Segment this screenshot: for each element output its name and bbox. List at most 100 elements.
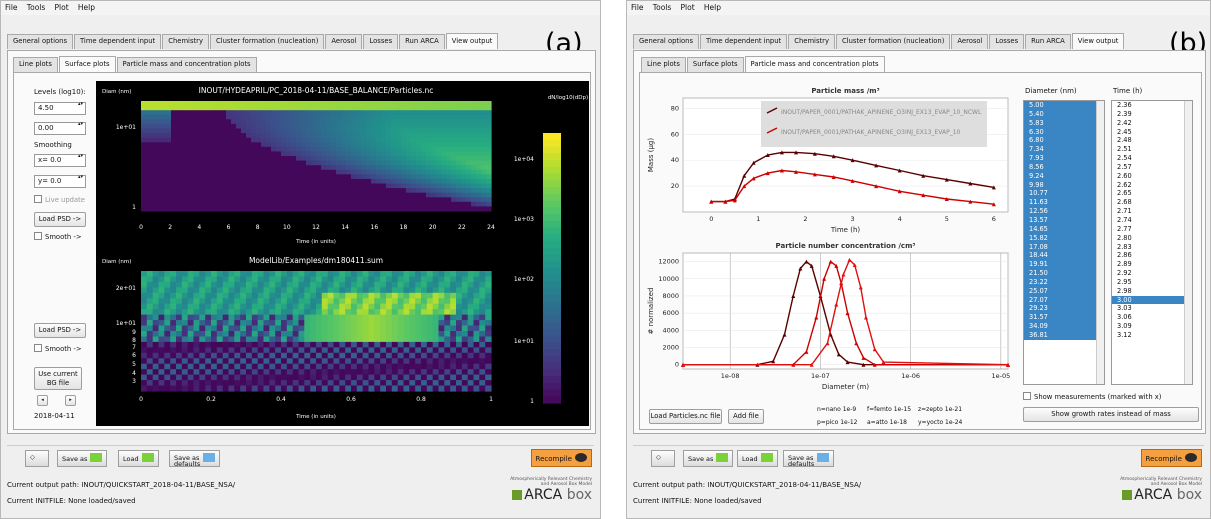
save-defaults-button[interactable]: Save as defaults [783, 450, 834, 467]
time-list-item[interactable]: 2.77 [1117, 224, 1132, 233]
time-list-item[interactable]: 2.74 [1117, 215, 1132, 224]
time-list[interactable]: 2.36 2.39 2.42 2.45 2.48 2.51 2.54 2.57 2.60 2.62… [1111, 100, 1193, 385]
tab-general-options[interactable]: General options [7, 34, 73, 49]
time-list-item[interactable]: 2.42 [1117, 118, 1132, 127]
prev-date-button[interactable]: ◂ [37, 395, 48, 406]
time-list-item[interactable]: 2.48 [1117, 136, 1132, 145]
time-list-item[interactable]: 3.00 [1112, 295, 1192, 305]
diameter-list-item[interactable]: 27.07 [1024, 295, 1104, 305]
subtab-particle-mass[interactable]: Particle mass and concentration plots [116, 57, 257, 72]
live-update-checkbox[interactable]: Live update [34, 195, 85, 204]
diameter-list-item[interactable]: 11.63 [1024, 198, 1104, 208]
diameter-list-item[interactable]: 34.09 [1024, 322, 1104, 331]
diameter-list-item[interactable]: 25.07 [1024, 286, 1104, 296]
tab-run-arca[interactable]: Run ARCA [1025, 34, 1071, 49]
tab-cluster-formation[interactable]: Cluster formation (nucleation) [209, 34, 325, 49]
time-list-item[interactable]: 2.92 [1117, 269, 1132, 278]
time-list-item[interactable]: 2.60 [1117, 171, 1132, 180]
smooth-x-spinbox[interactable]: x= 0.0 [34, 153, 86, 167]
time-list-item[interactable]: 2.54 [1117, 154, 1132, 163]
tab-general-options[interactable]: General options [633, 34, 699, 49]
diameter-list-item[interactable]: 21.50 [1024, 269, 1104, 278]
time-list-item[interactable]: 2.45 [1117, 127, 1132, 136]
tab-chemistry[interactable]: Chemistry [788, 34, 835, 49]
diameter-list-item[interactable]: 12.56 [1024, 207, 1104, 216]
menu-help[interactable]: Help [703, 3, 721, 12]
tab-view-output[interactable]: View output [445, 33, 499, 49]
smooth-checkbox-1[interactable]: Smooth -> [34, 232, 82, 241]
time-list-item[interactable]: 2.57 [1117, 162, 1132, 171]
tab-time-dependent-input[interactable]: Time dependent input [699, 34, 788, 49]
recompile-button[interactable]: Recompile [530, 449, 592, 467]
tab-run-arca[interactable]: Run ARCA [399, 34, 445, 49]
menu-file[interactable]: File [5, 3, 18, 12]
level-min-spinbox[interactable]: 0.00 [34, 121, 86, 135]
time-list-item[interactable]: 2.83 [1117, 242, 1132, 251]
diameter-list-item[interactable]: 6.30 [1024, 127, 1104, 137]
tab-aerosol[interactable]: Aerosol [325, 34, 363, 49]
subtab-surface-plots[interactable]: Surface plots [58, 56, 116, 72]
diameter-list-item[interactable]: 10.77 [1024, 189, 1104, 199]
load-psd-button-1[interactable]: Load PSD -> [34, 212, 86, 227]
diameter-list-item[interactable]: 36.81 [1024, 330, 1104, 340]
save-as-button[interactable]: Save as [683, 450, 734, 467]
diameter-list[interactable]: 5.00 5.40 5.83 6.30 6.80 7.34 7.93 8.56 9.24 9.98… [1023, 100, 1105, 385]
diameter-list-item[interactable]: 9.24 [1024, 171, 1104, 181]
next-date-button[interactable]: ▸ [65, 395, 76, 406]
time-list-item[interactable]: 2.80 [1117, 233, 1132, 242]
diameter-list-item[interactable]: 8.56 [1024, 162, 1104, 172]
tab-aerosol[interactable]: Aerosol [951, 34, 989, 49]
time-list-item[interactable]: 2.68 [1117, 198, 1132, 207]
time-list-item[interactable]: 2.89 [1117, 260, 1132, 269]
diameter-list-item[interactable]: 5.40 [1024, 109, 1104, 119]
load-button[interactable]: Load [118, 450, 159, 467]
diameter-list-item[interactable]: 7.93 [1024, 154, 1104, 163]
surface-plot-canvas[interactable]: INOUT/HYDEAPRIL/PC_2018-04-11/BASE_BALAN… [96, 81, 589, 426]
menu-help[interactable]: Help [77, 3, 95, 12]
load-psd-button-2[interactable]: Load PSD -> [34, 323, 86, 338]
subtab-line-plots[interactable]: Line plots [641, 57, 686, 72]
time-list-item[interactable]: 3.12 [1117, 330, 1132, 339]
menu-plot[interactable]: Plot [680, 3, 695, 12]
diameter-list-item[interactable]: 18.44 [1024, 251, 1104, 261]
tab-cluster-formation[interactable]: Cluster formation (nucleation) [835, 34, 951, 49]
load-button[interactable]: Load [737, 450, 778, 467]
time-list-item[interactable]: 2.86 [1117, 251, 1132, 260]
load-particles-button[interactable]: Load Particles.nc file [649, 409, 722, 424]
diameter-list-item[interactable]: 13.57 [1024, 215, 1104, 225]
time-scrollbar[interactable] [1184, 101, 1192, 384]
time-list-item[interactable]: 3.03 [1117, 304, 1132, 313]
subtab-surface-plots[interactable]: Surface plots [686, 57, 744, 72]
diameter-scrollbar[interactable] [1096, 101, 1104, 384]
time-list-item[interactable]: 3.09 [1117, 322, 1132, 331]
time-list-item[interactable]: 2.71 [1117, 207, 1132, 216]
diameter-list-item[interactable]: 6.80 [1024, 136, 1104, 146]
show-growth-rates-button[interactable]: Show growth rates instead of mass [1023, 407, 1199, 422]
diameter-list-item[interactable]: 5.00 [1024, 101, 1104, 110]
smooth-y-spinbox[interactable]: y= 0.0 [34, 174, 86, 188]
time-list-item[interactable]: 2.62 [1117, 180, 1132, 189]
diameter-list-item[interactable]: 15.82 [1024, 233, 1104, 243]
use-bg-file-button[interactable]: Use current BG file [34, 367, 82, 390]
tab-losses[interactable]: Losses [989, 34, 1025, 49]
save-as-button[interactable]: Save as [57, 450, 108, 467]
diameter-list-item[interactable]: 29.23 [1024, 304, 1104, 314]
tab-losses[interactable]: Losses [363, 34, 399, 49]
time-list-item[interactable]: 2.51 [1117, 145, 1132, 154]
menu-tools[interactable]: Tools [26, 3, 46, 12]
menu-tools[interactable]: Tools [652, 3, 672, 12]
menu-plot[interactable]: Plot [54, 3, 69, 12]
menu-file[interactable]: File [631, 3, 644, 12]
tab-view-output[interactable]: View output [1071, 33, 1125, 49]
time-list-item[interactable]: 2.65 [1117, 189, 1132, 198]
time-list-item[interactable]: 2.39 [1117, 109, 1132, 118]
show-measurements-checkbox[interactable]: Show measurements (marked with x) [1023, 392, 1161, 401]
diameter-list-item[interactable]: 9.98 [1024, 180, 1104, 190]
subtab-line-plots[interactable]: Line plots [13, 57, 58, 72]
tab-chemistry[interactable]: Chemistry [162, 34, 209, 49]
diameter-list-item[interactable]: 17.08 [1024, 242, 1104, 252]
smooth-checkbox-2[interactable]: Smooth -> [34, 344, 82, 353]
recompile-button[interactable]: Recompile [1140, 449, 1202, 467]
time-list-item[interactable]: 2.95 [1117, 277, 1132, 286]
